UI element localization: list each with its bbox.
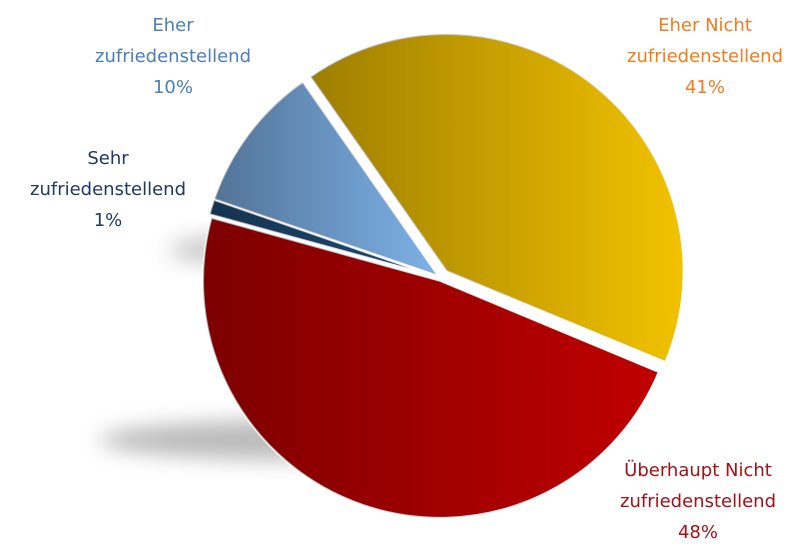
slice-label: Eher zufriedenstellend 10% <box>83 10 263 103</box>
category-label: Eher Nicht zufriedenstellend <box>627 15 783 67</box>
value-label: 1% <box>93 210 123 231</box>
pie <box>202 33 685 519</box>
slice-label: Überhaupt Nicht zufriedenstellend 48% <box>608 455 788 548</box>
value-label: 10% <box>152 77 193 98</box>
category-label: Sehr zufriedenstellend <box>30 148 186 200</box>
value-label: 41% <box>684 77 725 98</box>
category-label: Überhaupt Nicht zufriedenstellend <box>620 460 776 512</box>
slice-label: Sehr zufriedenstellend 1% <box>18 143 198 236</box>
slice-label: Eher Nicht zufriedenstellend 41% <box>615 10 793 103</box>
category-label: Eher zufriedenstellend <box>95 15 251 67</box>
value-label: 48% <box>677 522 718 543</box>
